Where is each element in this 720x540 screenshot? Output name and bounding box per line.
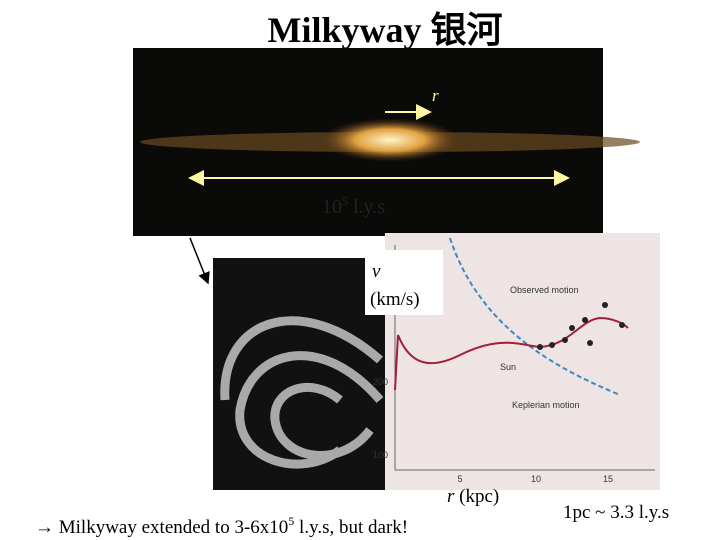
y-tick: 200 xyxy=(373,377,388,387)
radius-label: r xyxy=(432,86,439,105)
spiral-galaxy-image xyxy=(213,258,393,490)
size-exp: 5 xyxy=(342,194,348,208)
x-tick: 10 xyxy=(531,474,541,484)
sun-label: Sun xyxy=(500,362,516,372)
note-before: → Milkyway extended to 3-6x10 xyxy=(35,517,288,538)
y-label-unit: (km/s) xyxy=(370,289,420,310)
x-tick: 15 xyxy=(603,474,613,484)
observed-label: Observed motion xyxy=(510,285,579,295)
y-label-symbol: v xyxy=(372,261,381,282)
footer-note: → Milkyway extended to 3-6x105 l.y.s, bu… xyxy=(35,514,408,538)
size-base: 10 xyxy=(322,196,342,218)
y-tick: 100 xyxy=(373,450,388,460)
note-after: l.y.s, but dark! xyxy=(294,517,408,538)
x-label-unit: (kpc) xyxy=(454,486,499,507)
pointer-arrow xyxy=(189,237,210,285)
keplerian-label: Keplerian motion xyxy=(512,400,580,410)
conversion: 1pc ~ 3.3 l.y.s xyxy=(563,502,669,523)
y-label-box xyxy=(365,250,443,315)
edge-on-galaxy-image xyxy=(133,48,640,236)
x-label: r (kpc) xyxy=(447,486,499,507)
title: Milkyway 银河 xyxy=(267,10,502,50)
size-unit: l.y.s xyxy=(348,196,385,218)
x-label-symbol: r xyxy=(447,486,455,507)
x-tick: 5 xyxy=(457,474,462,484)
size-label: 105 l.y.s xyxy=(322,194,385,218)
note-exp: 5 xyxy=(288,514,294,528)
